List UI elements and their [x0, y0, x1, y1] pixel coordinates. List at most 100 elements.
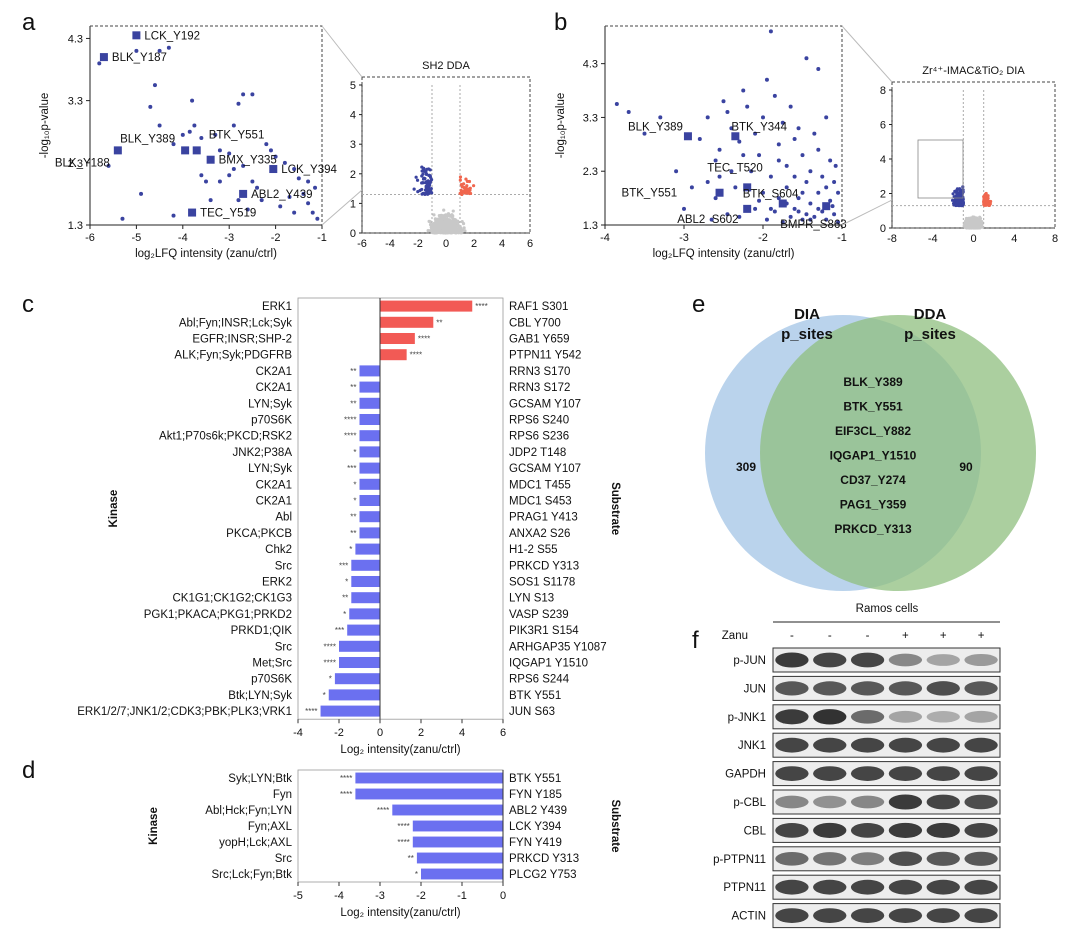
significance-stars: ****: [397, 822, 409, 831]
blot-band: [850, 795, 885, 809]
data-point: [776, 142, 781, 147]
point-label: BMPR_S863: [780, 219, 846, 231]
bar: [359, 462, 380, 474]
panel-letter-b: b: [554, 9, 567, 36]
y-tick-label: 4.3: [68, 33, 83, 45]
panel-letter-a: a: [22, 9, 36, 36]
inset-title: SH2 DDA: [422, 60, 470, 72]
inset-point-down: [429, 186, 433, 191]
inset-point-down: [415, 178, 420, 182]
data-point: [171, 142, 176, 147]
blot-strip: [772, 647, 1001, 673]
bar: [359, 446, 380, 458]
blot-row-label: p-JNK1: [728, 712, 766, 724]
y-tick-label: 4.3: [583, 59, 598, 71]
inset-point: [434, 222, 438, 226]
data-point: [236, 198, 241, 203]
substrate-label: ARHGAP35 Y1087: [509, 641, 607, 653]
dda-title: DDA: [914, 306, 947, 323]
significance-stars: ****: [324, 659, 336, 668]
data-point: [227, 151, 232, 156]
kinase-label: Src: [275, 853, 293, 865]
shared-site: CD37_Y274: [840, 473, 906, 487]
panel-letter-d: d: [22, 757, 35, 784]
inset-point-up: [985, 202, 990, 206]
blot-title: Ramos cells: [856, 603, 919, 615]
blot-band: [964, 851, 998, 866]
blot-band: [926, 654, 960, 666]
blot-band: [850, 908, 885, 923]
data-point: [213, 132, 218, 137]
blot-band: [813, 822, 847, 838]
data-point: [626, 110, 631, 115]
y-tick-label: 3.3: [68, 96, 83, 108]
data-point: [764, 217, 769, 222]
inset-point-up: [467, 191, 472, 196]
data-point: [245, 207, 250, 212]
bar: [392, 804, 503, 816]
blot-band: [964, 737, 998, 753]
substrate-label: JUN S63: [509, 706, 555, 718]
significance-stars: ***: [339, 561, 348, 570]
y-tick-label: 2.3: [68, 158, 83, 170]
data-point: [705, 179, 710, 184]
blot-strip: [772, 732, 1001, 758]
inset-point: [457, 224, 461, 228]
inset-y-tick-label: 4: [880, 154, 886, 166]
x-axis-title: log₂LFQ intensity (zanu/ctrl): [653, 248, 795, 260]
panel-a-volcano: -6 -5 -4 -3 -2 -1 1.3 2.3 3.3 4.3 log₂LFQ intensit…: [39, 25, 533, 260]
data-point: [120, 216, 125, 221]
inset-point-down: [955, 188, 959, 192]
inset-x-tick-label: 4: [499, 238, 505, 250]
substrate-label: PRKCD Y313: [509, 560, 579, 572]
significance-stars: ***: [335, 626, 344, 635]
substrate-label: CBL Y700: [509, 317, 561, 329]
blot-band: [850, 737, 885, 753]
data-point: [217, 179, 222, 184]
x-axis-title: log₂LFQ intensity (zanu/ctrl): [135, 248, 277, 260]
data-point: [717, 147, 722, 152]
inset-point-down: [958, 203, 962, 208]
inset-point: [439, 219, 443, 223]
significance-stars: **: [342, 594, 348, 603]
data-point: [804, 212, 809, 217]
shared-site: BTK_Y551: [843, 400, 903, 414]
inset-x-tick-label: -4: [928, 233, 938, 245]
data-point: [828, 158, 833, 163]
blot-band: [926, 851, 960, 866]
data-point: [273, 154, 278, 159]
kinase-label: p70S6K: [251, 415, 292, 427]
x-tick-label: -1: [317, 232, 327, 244]
x-axis-title: Log₂ intensity(zanu/ctrl): [340, 907, 460, 919]
blot-row-label: CBL: [744, 825, 767, 837]
inset-point: [445, 217, 449, 221]
inset-point-down: [427, 173, 431, 177]
data-point: [725, 212, 730, 217]
significance-stars: **: [350, 383, 356, 392]
dia-title: DIA: [794, 306, 820, 323]
blot-band: [813, 795, 847, 809]
substrate-label: RAF1 S301: [509, 301, 568, 313]
data-point: [180, 132, 185, 137]
inset-point-down: [425, 189, 429, 193]
kinase-label: Chk2: [265, 544, 292, 556]
kinase-label: Akt1;P70s6k;PKCD;RSK2: [159, 431, 292, 443]
data-point: [768, 206, 773, 211]
data-point: [812, 131, 817, 136]
data-point: [824, 185, 829, 190]
x-tick-label: -2: [758, 232, 768, 244]
kinase-label: Abl: [275, 512, 292, 524]
data-point: [828, 198, 833, 203]
substrate-label: PRAG1 Y413: [509, 512, 578, 524]
bar: [359, 527, 380, 539]
data-point: [689, 185, 694, 190]
lane-sign: -: [828, 630, 832, 642]
blot-band: [964, 879, 998, 895]
significance-stars: **: [350, 399, 356, 408]
inset-x-tick-label: 8: [1052, 233, 1058, 245]
inset-x-tick-label: 2: [471, 238, 477, 250]
data-point: [816, 190, 821, 195]
data-point: [749, 169, 754, 174]
panel-b-volcano: -4 -3 -2 -1 1.3 2.3 3.3 4.3 log₂LFQ intensity (z…: [555, 25, 1058, 260]
